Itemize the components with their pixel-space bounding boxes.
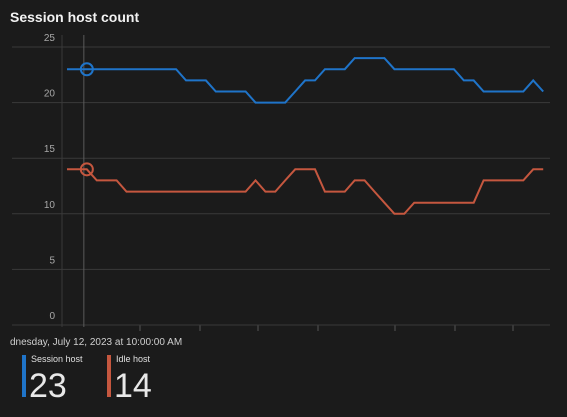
y-tick-label: 0 [49,311,55,322]
y-tick-label: 25 [44,33,56,44]
y-tick-label: 20 [44,89,56,100]
legend-name: Session host [31,354,83,364]
y-tick-label: 10 [44,200,56,211]
hover-label: dnesday, July 12, 2023 at 10:00:00 AM [10,337,182,348]
x-ticks [139,325,514,331]
series-line [67,57,544,104]
hover-point [79,62,94,77]
legend-value: 14 [114,367,152,405]
y-tick-label: 5 [49,255,55,266]
legend-value: 23 [29,367,67,405]
y-tick-label: 15 [44,144,56,155]
series-line [67,168,544,215]
hover-point [79,162,94,177]
legend-swatch [22,355,26,397]
chart-title: Session host count [10,9,139,25]
legend-name: Idle host [116,354,151,364]
legend-swatch [107,355,111,397]
